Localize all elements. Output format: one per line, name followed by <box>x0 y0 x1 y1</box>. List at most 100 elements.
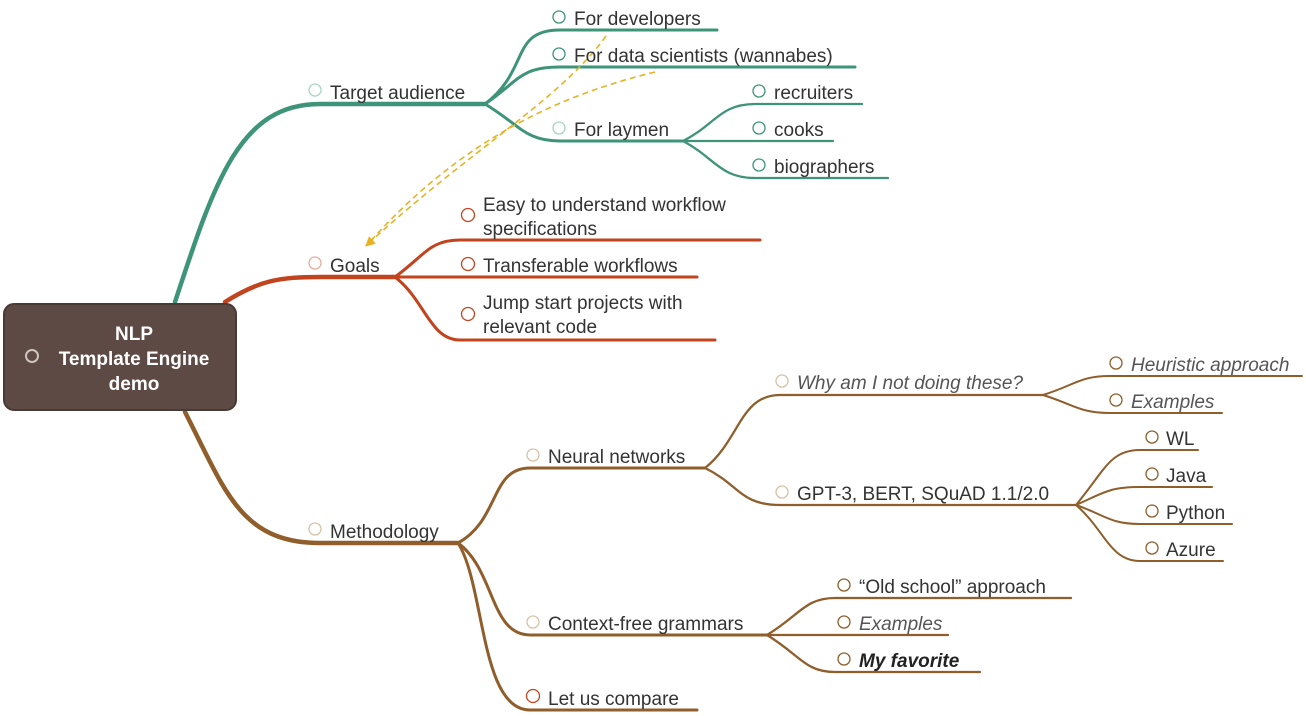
topic-progress-icon <box>775 374 789 388</box>
root-progress-icon <box>25 349 39 363</box>
topic-circle-icon <box>460 207 476 223</box>
branch-for-data-scientists <box>483 65 857 106</box>
root-title-line-2: Template Engine <box>59 349 210 370</box>
topic-circle-icon <box>525 688 541 704</box>
relation-arrow-data-scientists-to-goals <box>367 71 656 245</box>
branch-biographers <box>681 139 890 180</box>
branch-java <box>1075 486 1213 506</box>
topic-label: Context-free grammars <box>548 614 743 635</box>
root-title-line-1: NLP <box>115 324 153 345</box>
topic-circle-icon <box>1145 541 1159 555</box>
topic-progress-icon <box>552 121 566 135</box>
subtopic-why-not[interactable]: Why am I not doing these? <box>775 373 1023 394</box>
subtopic-context-free-grammars[interactable]: Context-free grammars <box>526 614 743 635</box>
branch-old-school <box>765 596 1073 637</box>
branch-recruiters <box>681 102 864 143</box>
branch-azure <box>1075 504 1224 562</box>
topic-label: For laymen <box>574 120 669 141</box>
topic-target-audience[interactable]: Target audience <box>308 83 465 104</box>
topic-methodology[interactable]: Methodology <box>308 522 439 543</box>
leaf-python[interactable]: Python <box>1145 503 1225 524</box>
topic-label: biographers <box>774 157 874 178</box>
topic-label-line-1: Easy to understand workflow <box>483 195 726 216</box>
topic-label: Examples <box>859 614 943 635</box>
leaf-azure[interactable]: Azure <box>1145 540 1216 561</box>
branch-target-audience <box>172 101 488 305</box>
subtopic-transferable-workflows[interactable]: Transferable workflows <box>460 256 678 277</box>
branch-jump-start <box>393 275 717 342</box>
leaf-recruiters[interactable]: recruiters <box>752 83 853 104</box>
branch-methodology <box>182 409 461 546</box>
branch-context-free-grammars <box>456 541 769 637</box>
topic-label: Target audience <box>330 83 465 104</box>
topic-circle-icon <box>460 256 476 272</box>
topic-circle-icon <box>1145 430 1159 444</box>
topic-circle-icon <box>460 306 476 322</box>
topic-label: Transferable workflows <box>483 256 678 277</box>
topic-label: cooks <box>774 120 824 141</box>
topic-label: Methodology <box>330 522 439 543</box>
leaf-heuristic-approach[interactable]: Heuristic approach <box>1109 355 1289 376</box>
topic-circle-icon <box>552 47 566 61</box>
topic-progress-icon <box>308 256 322 270</box>
topic-progress-icon <box>775 485 789 499</box>
leaf-wl[interactable]: WL <box>1145 429 1195 450</box>
topic-label: Python <box>1166 503 1225 524</box>
leaf-why-examples[interactable]: Examples <box>1109 392 1215 413</box>
topic-label: My favorite <box>859 651 960 672</box>
branch-python <box>1075 504 1233 525</box>
topic-label: “Old school” approach <box>859 577 1046 598</box>
topic-circle-icon <box>837 652 851 666</box>
branch-for-developers <box>483 28 719 106</box>
subtopic-let-us-compare[interactable]: Let us compare <box>525 688 679 710</box>
topic-circle-icon <box>752 121 766 135</box>
topic-label: Let us compare <box>548 689 679 710</box>
topic-label: GPT-3, BERT, SQuAD 1.1/2.0 <box>797 484 1049 505</box>
topic-progress-icon <box>308 83 322 97</box>
topic-label: Why am I not doing these? <box>797 373 1023 394</box>
topic-circle-icon <box>1109 393 1123 407</box>
topic-label-line-2: specifications <box>483 219 597 240</box>
topic-label: Examples <box>1131 392 1215 413</box>
leaf-old-school[interactable]: “Old school” approach <box>837 577 1046 598</box>
topic-circle-icon <box>752 84 766 98</box>
subtopic-for-laymen[interactable]: For laymen <box>552 120 669 141</box>
topic-circle-icon <box>837 615 851 629</box>
subtopic-neural-networks[interactable]: Neural networks <box>526 447 685 468</box>
topic-progress-icon <box>308 522 322 536</box>
branch-goals <box>222 274 398 305</box>
branch-let-us-compare <box>456 541 699 712</box>
topic-label: Goals <box>330 256 380 277</box>
topic-label: Java <box>1166 466 1207 487</box>
leaf-my-favorite[interactable]: My favorite <box>837 651 960 672</box>
leaf-java[interactable]: Java <box>1145 466 1207 487</box>
branch-for-laymen <box>483 102 685 143</box>
subtopic-gpt[interactable]: GPT-3, BERT, SQuAD 1.1/2.0 <box>775 484 1049 505</box>
topic-progress-icon <box>526 448 540 462</box>
topic-goals[interactable]: Goals <box>308 256 380 277</box>
branch-neural-networks <box>456 466 707 545</box>
root-node[interactable]: NLP Template Engine demo <box>3 303 237 411</box>
topic-label: recruiters <box>774 83 853 104</box>
leaf-cooks[interactable]: cooks <box>752 120 824 141</box>
relation-arrow-developers-to-goals <box>365 35 607 247</box>
topic-circle-icon <box>1145 504 1159 518</box>
branch-easy-to-understand <box>393 238 762 279</box>
topic-circle-icon <box>837 578 851 592</box>
branch-wl <box>1075 449 1199 506</box>
branch-my-favorite <box>765 633 982 674</box>
subtopic-easy-to-understand[interactable]: Easy to understand workflow specificatio… <box>460 195 727 240</box>
leaf-biographers[interactable]: biographers <box>752 157 874 178</box>
topic-circle-icon <box>1109 356 1123 370</box>
topic-label: WL <box>1166 429 1195 450</box>
topic-label: Heuristic approach <box>1131 355 1289 376</box>
topic-label: Neural networks <box>548 447 685 468</box>
topic-label: Azure <box>1166 540 1216 561</box>
leaf-cfg-examples[interactable]: Examples <box>837 614 943 635</box>
subtopic-jump-start[interactable]: Jump start projects with relevant code <box>460 293 683 338</box>
topic-progress-icon <box>526 615 540 629</box>
root-title-line-3: demo <box>109 374 160 395</box>
topic-circle-icon <box>1145 467 1159 481</box>
subtopic-for-developers[interactable]: For developers <box>552 9 701 30</box>
subtopic-for-data-scientists[interactable]: For data scientists (wannabes) <box>552 46 833 67</box>
